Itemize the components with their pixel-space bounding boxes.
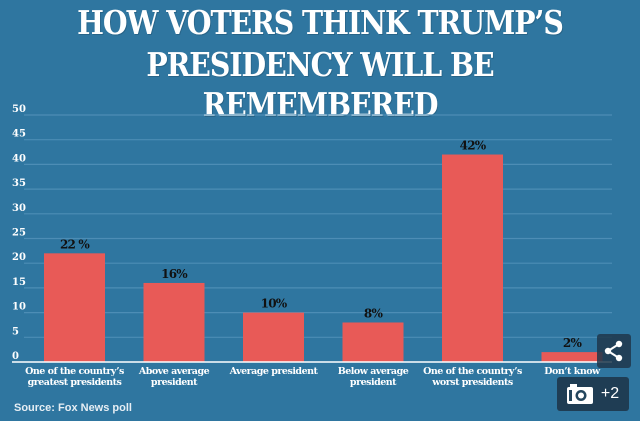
share-button[interactable] xyxy=(597,334,631,368)
bar xyxy=(143,282,205,362)
bar xyxy=(44,253,105,362)
chart-title-line-2: PRESIDENCY WILL BE REMEMBERED xyxy=(146,45,494,124)
camera-icon xyxy=(566,384,593,404)
bar xyxy=(243,312,304,362)
data-label: 42% xyxy=(460,139,487,153)
x-category-label: president xyxy=(350,377,397,388)
y-tick-label: 10 xyxy=(12,302,26,313)
bar xyxy=(442,154,503,362)
y-tick-label: 0 xyxy=(12,351,19,362)
data-label: 16% xyxy=(161,267,188,281)
x-category-label: worst presidents xyxy=(431,377,513,388)
data-label: 2% xyxy=(563,336,583,350)
x-category-label: One of the country’s xyxy=(423,366,522,377)
x-category-label: president xyxy=(151,377,198,388)
y-tick-label: 50 xyxy=(12,104,26,115)
x-category-label: Above average xyxy=(138,366,210,377)
x-category-label: One of the country’s xyxy=(25,366,124,377)
y-tick-label: 35 xyxy=(12,178,26,189)
y-tick-label: 30 xyxy=(12,203,26,214)
y-tick-label: 15 xyxy=(12,277,26,288)
y-tick-label: 40 xyxy=(12,153,26,164)
source-note: Source: Fox News poll xyxy=(14,402,132,414)
x-category-label: Don’t know xyxy=(544,366,601,377)
bar xyxy=(541,352,603,362)
x-category-label: Average president xyxy=(229,366,319,377)
data-label: 8% xyxy=(364,306,384,320)
data-label: 10% xyxy=(261,297,288,311)
x-category-label: greatest presidents xyxy=(28,377,122,388)
photo-gallery-button[interactable]: +2 xyxy=(557,377,629,411)
y-tick-label: 20 xyxy=(12,252,26,263)
bar xyxy=(342,322,404,362)
photo-count: +2 xyxy=(600,385,620,402)
share-icon xyxy=(604,340,623,362)
y-tick-label: 25 xyxy=(12,228,26,239)
y-tick-label: 45 xyxy=(12,129,26,140)
x-category-label: Below average xyxy=(338,366,409,377)
data-label: 22 % xyxy=(60,237,90,251)
chart-title-line-1: HOW VOTERS THINK TRUMP’S xyxy=(77,3,564,42)
y-tick-label: 5 xyxy=(12,326,19,337)
